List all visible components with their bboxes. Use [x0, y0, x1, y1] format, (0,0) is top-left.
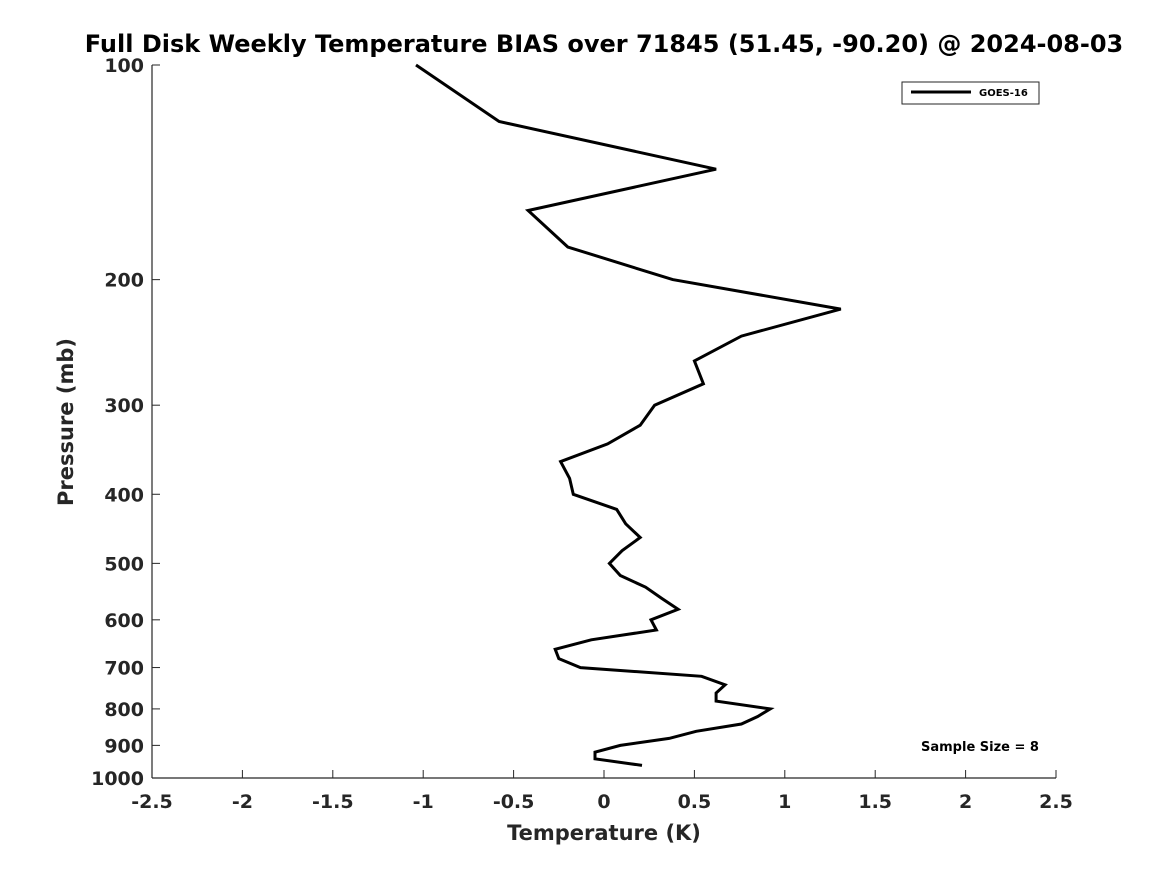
y-tick-label: 200	[104, 270, 144, 292]
y-tick-label: 500	[104, 553, 144, 575]
y-tick-label: 700	[104, 658, 144, 680]
chart-title: Full Disk Weekly Temperature BIAS over 7…	[85, 30, 1124, 58]
y-tick-label: 300	[104, 395, 144, 417]
x-tick-label: 0.5	[678, 791, 712, 813]
y-tick-label: 800	[104, 699, 144, 721]
series-line-goes-16	[415, 63, 842, 767]
x-tick-label: 1.5	[858, 791, 892, 813]
y-tick-label: 400	[104, 484, 144, 506]
x-axis-ticks: -2.5 -2 -1.5 -1 -0.5 0 0.5 1 1.5 2 2.5	[131, 770, 1073, 813]
x-tick-label: -2	[232, 791, 253, 813]
series-layer	[415, 63, 842, 767]
y-axis-ticks: 100 200 300 400 500 600 700 800 900 1000	[91, 55, 160, 790]
legend-label: GOES-16	[979, 88, 1028, 99]
x-tick-label: 1	[778, 791, 791, 813]
y-axis-label: Pressure (mb)	[54, 338, 78, 506]
sample-size-annotation: Sample Size = 8	[921, 740, 1039, 755]
x-tick-label: 2.5	[1039, 791, 1073, 813]
y-tick-label: 1000	[91, 768, 144, 790]
x-tick-label: -0.5	[493, 791, 535, 813]
x-tick-label: 0	[597, 791, 610, 813]
x-tick-label: -1.5	[312, 791, 354, 813]
legend: GOES-16	[901, 81, 1040, 105]
x-axis-label: Temperature (K)	[507, 821, 701, 845]
x-tick-label: -2.5	[131, 791, 173, 813]
y-tick-label: 900	[104, 735, 144, 757]
x-tick-label: -1	[413, 791, 434, 813]
y-tick-label: 100	[104, 55, 144, 77]
x-tick-label: 2	[959, 791, 972, 813]
y-tick-label: 600	[104, 610, 144, 632]
